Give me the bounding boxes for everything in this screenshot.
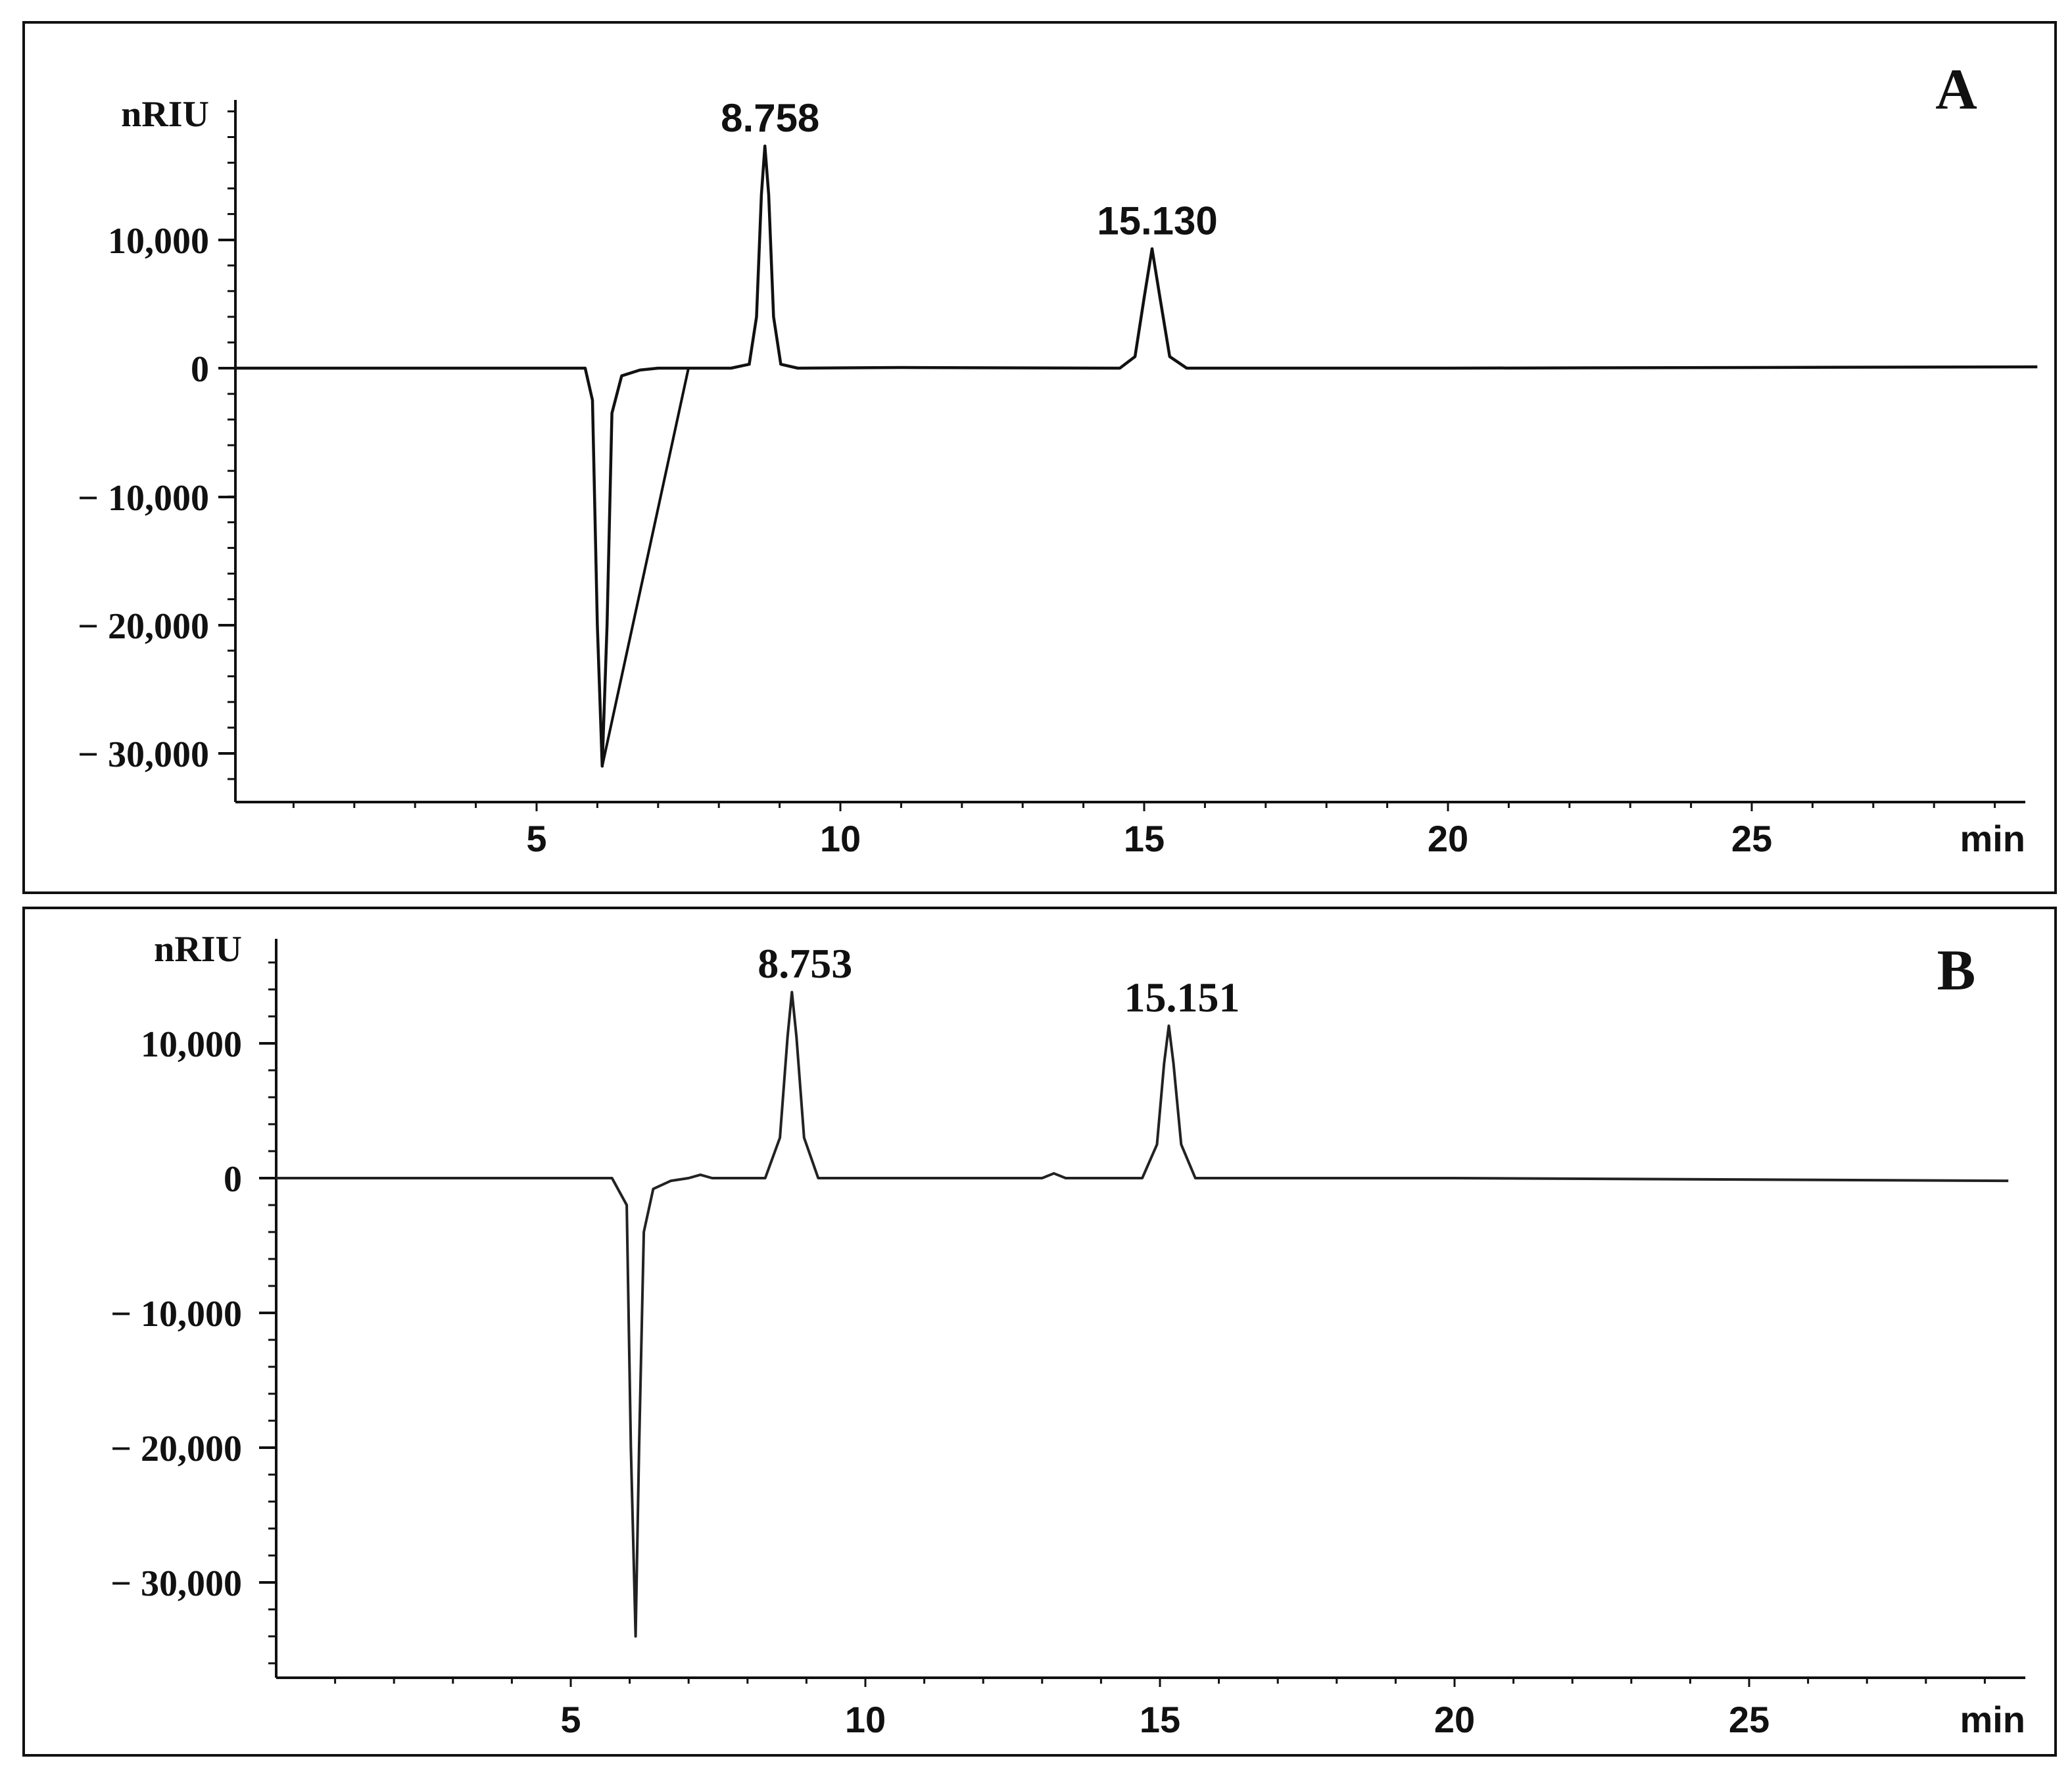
panel-b-frame (22, 907, 2057, 1757)
peak-label: 8.753 (758, 940, 852, 987)
x-tick-label: 20 (1434, 1699, 1475, 1740)
y-tick-label: − 10,000 (110, 1294, 242, 1335)
panel-b-series-trace (276, 991, 2009, 1638)
peak-label: 15.151 (1124, 974, 1240, 1020)
panel-a-x-tick-labels: 5 10 15 20 25 (526, 818, 1772, 859)
panel-a-label: A (1935, 58, 1977, 122)
panel-b-y-major-ticks (259, 1042, 276, 1584)
y-tick-label: − 30,000 (110, 1563, 242, 1604)
x-tick-label: 20 (1428, 818, 1468, 859)
peak-label: 15.130 (1097, 199, 1218, 243)
y-tick-label: 10,000 (141, 1024, 242, 1065)
x-tick-label: 15 (1140, 1699, 1180, 1740)
y-tick-label: 10,000 (108, 221, 209, 262)
x-tick-label: 5 (526, 818, 546, 859)
panel-b-x-minor-ticks (334, 1678, 1986, 1687)
y-tick-label: 0 (191, 349, 209, 390)
y-tick-label: − 20,000 (78, 606, 209, 647)
panel-b: B nRIU 10,000 0 − 10,000 − 20,000 − 30,0… (22, 907, 2057, 1757)
panel-a-frame (22, 21, 2057, 894)
panel-a-y-unit-label: nRIU (121, 94, 209, 135)
x-tick-label: 15 (1124, 818, 1165, 859)
panel-a-y-tick-labels: 10,000 0 − 10,000 − 20,000 − 30,000 (78, 221, 209, 775)
panel-a-x-minor-ticks (292, 802, 1996, 811)
y-tick-label: − 10,000 (78, 478, 209, 519)
panel-a-y-major-ticks (218, 239, 235, 755)
panel-a-integration-baseline (600, 368, 690, 767)
panel-b-label: B (1937, 939, 1976, 1003)
x-tick-label: 10 (845, 1699, 886, 1740)
panel-b-x-unit-label: min (1960, 1699, 2025, 1740)
panel-a: A nRIU 10,000 0 − 10,000 − 20,000 − 30,0… (22, 21, 2057, 894)
panel-a-series-trace (235, 144, 2038, 768)
y-tick-label: 0 (224, 1159, 242, 1200)
panel-b-x-tick-labels: 5 10 15 20 25 (560, 1699, 1770, 1740)
panel-b-y-unit-label: nRIU (154, 929, 242, 970)
x-tick-label: 5 (560, 1699, 581, 1740)
x-tick-label: 10 (820, 818, 861, 859)
panel-b-y-tick-labels: 10,000 0 − 10,000 − 20,000 − 30,000 (110, 1024, 242, 1604)
y-tick-label: − 30,000 (78, 734, 209, 775)
panel-a-x-unit-label: min (1960, 818, 2025, 859)
x-tick-label: 25 (1729, 1699, 1770, 1740)
peak-label: 8.758 (721, 96, 819, 140)
x-tick-label: 25 (1731, 818, 1772, 859)
y-tick-label: − 20,000 (110, 1429, 242, 1469)
